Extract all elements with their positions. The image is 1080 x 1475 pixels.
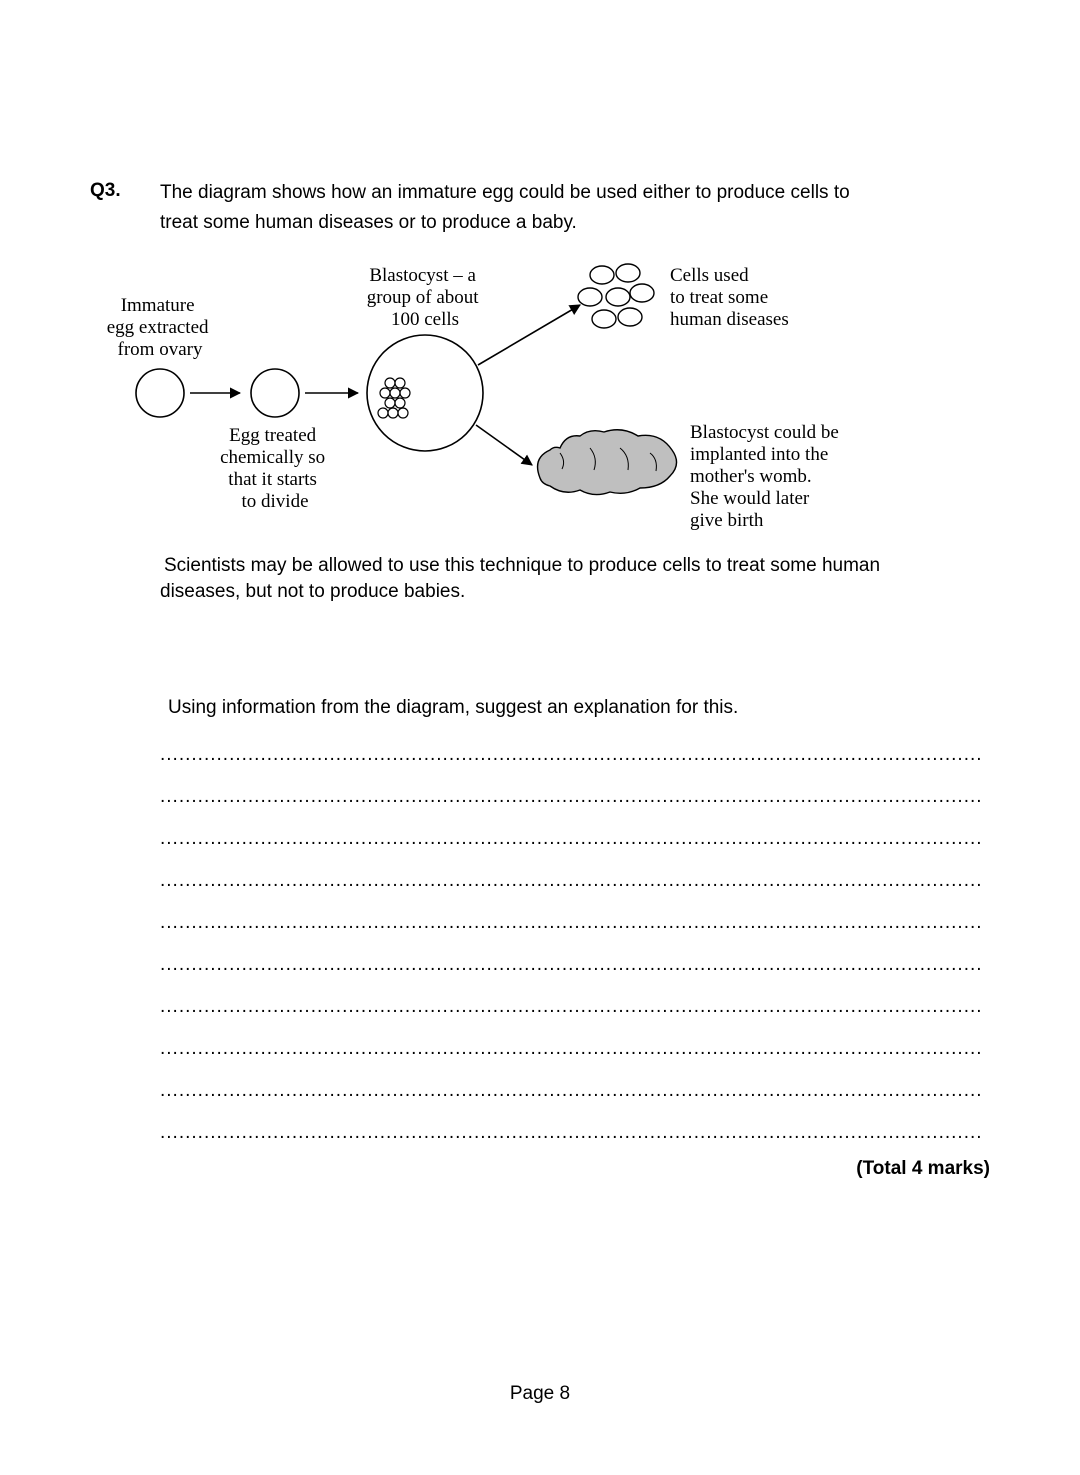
followup-line-1: Scientists may be allowed to use this te… <box>164 555 880 576</box>
label-cells: Cells used to treat some human diseases <box>670 265 789 330</box>
answer-line[interactable]: ........................................… <box>160 1122 980 1144</box>
answer-line[interactable]: ........................................… <box>160 954 980 976</box>
followup-paragraph: Scientists may be allowed to use this te… <box>164 553 980 604</box>
egg-1 <box>136 369 184 417</box>
label-implant-5: give birth <box>690 510 764 531</box>
label-blasto-2: group of about <box>367 287 480 308</box>
label-treated-2: chemically so <box>220 447 325 468</box>
label-blasto-3: 100 cells <box>391 309 459 330</box>
blastocyst <box>367 335 483 451</box>
label-cells-1: Cells used <box>670 265 749 286</box>
baby-icon <box>538 430 677 495</box>
label-implant-1: Blastocyst could be <box>690 422 839 443</box>
question-header: Q3. The diagram shows how an immature eg… <box>90 180 990 206</box>
label-immature-3: from ovary <box>118 339 203 360</box>
label-implant-3: mother's womb. <box>690 466 812 487</box>
label-implant: Blastocyst could be implanted into the m… <box>690 422 844 531</box>
answer-line[interactable]: ........................................… <box>160 996 980 1018</box>
answer-line[interactable]: ........................................… <box>160 828 980 850</box>
diagram-svg: Immature egg extracted from ovary Egg tr… <box>90 253 910 533</box>
answer-line[interactable]: ........................................… <box>160 786 980 808</box>
label-immature-1: Immature <box>121 295 195 316</box>
inner-cell-mass <box>378 378 410 418</box>
label-treated-1: Egg treated <box>229 425 317 446</box>
followup-line-2: diseases, but not to produce babies. <box>160 581 465 602</box>
page-number: Page 8 <box>0 1383 1080 1405</box>
diagram: Immature egg extracted from ovary Egg tr… <box>90 253 990 533</box>
answer-line[interactable]: ........................................… <box>160 1038 980 1060</box>
label-treated: Egg treated chemically so that it starts… <box>220 425 330 512</box>
label-blastocyst: Blastocyst – a group of about 100 cells <box>367 265 484 330</box>
page: Q3. The diagram shows how an immature eg… <box>0 0 1080 1475</box>
question-number: Q3. <box>90 180 160 202</box>
question-intro: The diagram shows how an immature egg co… <box>160 180 850 206</box>
label-treated-3: that it starts <box>228 469 317 490</box>
label-immature: Immature egg extracted from ovary <box>107 295 214 360</box>
cells-cluster <box>578 264 654 328</box>
answer-line[interactable]: ........................................… <box>160 870 980 892</box>
label-immature-2: egg extracted <box>107 317 209 338</box>
answer-line[interactable]: ........................................… <box>160 1080 980 1102</box>
arrow-lower <box>476 425 532 465</box>
arrow-upper <box>478 305 580 365</box>
answer-line[interactable]: ........................................… <box>160 744 980 766</box>
intro-line-1: The diagram shows how an immature egg co… <box>160 182 850 203</box>
label-implant-4: She would later <box>690 488 810 509</box>
answer-lines[interactable]: ........................................… <box>160 744 980 1144</box>
label-blasto-1: Blastocyst – a <box>369 265 476 286</box>
label-treated-4: to divide <box>241 491 308 512</box>
answer-line[interactable]: ........................................… <box>160 912 980 934</box>
intro-line-2: treat some human diseases or to produce … <box>160 210 990 236</box>
prompt-text: Using information from the diagram, sugg… <box>168 695 980 721</box>
egg-2 <box>251 369 299 417</box>
total-marks: (Total 4 marks) <box>90 1158 990 1180</box>
label-cells-2: to treat some <box>670 287 768 308</box>
label-cells-3: human diseases <box>670 309 789 330</box>
label-implant-2: implanted into the <box>690 444 828 465</box>
